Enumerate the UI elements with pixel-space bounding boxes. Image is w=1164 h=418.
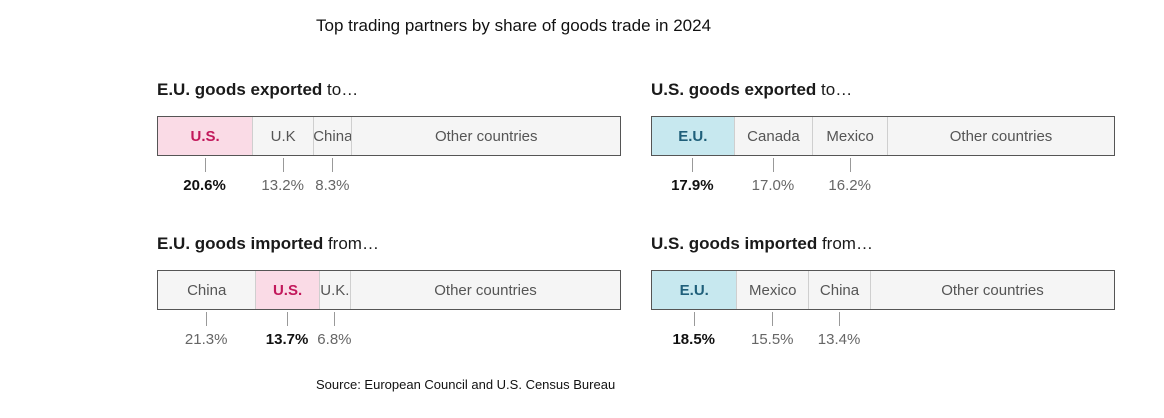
bar-segment: Other countries	[434, 127, 538, 145]
bar-segment: China	[809, 271, 871, 309]
source-note: Source: European Council and U.S. Census…	[316, 377, 616, 392]
bar-segment: China	[158, 271, 257, 309]
value-label: 15.5%	[750, 331, 794, 348]
value-tick	[204, 158, 206, 172]
panel-heading: U.S. goods imported from…	[651, 234, 873, 254]
value-tick	[839, 312, 841, 326]
value-label: 17.0%	[751, 177, 795, 194]
bar-segment: E.U.	[652, 117, 735, 155]
bar-segment: U.S.	[158, 117, 254, 155]
panel-heading-rest: to…	[816, 80, 853, 99]
panel-us-imports: U.S. goods imported from… E.U. Mexico Chin…	[651, 234, 1115, 354]
bar-segment: Other countries	[434, 281, 537, 299]
stacked-bar: E.U. Mexico China Other countries	[651, 270, 1115, 310]
panel-eu-exports: E.U. goods exported to… U.S. U.K China Othe…	[157, 80, 621, 200]
panel-heading-bold: E.U. goods exported	[157, 80, 323, 99]
panel-heading-rest: from…	[817, 234, 873, 253]
panel-heading-bold: U.S. goods imported	[651, 234, 818, 253]
value-label: 18.5%	[672, 331, 716, 348]
bar-segment: U.S.	[256, 271, 320, 309]
panel-heading-bold: U.S. goods exported	[651, 80, 817, 99]
bar-segment: E.U.	[652, 271, 738, 309]
value-tick	[334, 312, 336, 326]
bar-segment: U.K	[253, 117, 315, 155]
panel-heading: E.U. goods exported to…	[157, 80, 358, 100]
value-label: 13.2%	[261, 177, 304, 194]
value-tick	[693, 312, 695, 326]
bar-segment: China	[314, 117, 353, 155]
value-tick	[772, 158, 774, 172]
value-tick	[332, 158, 334, 172]
value-label: 16.2%	[828, 177, 871, 194]
panel-heading-rest: from…	[323, 234, 379, 253]
value-label: 17.9%	[671, 177, 714, 194]
value-label: 8.3%	[315, 177, 350, 194]
bar-segment: Mexico	[737, 271, 810, 309]
panel-heading-rest: to…	[322, 80, 359, 99]
value-label: 6.8%	[317, 331, 352, 348]
value-label: 21.3%	[184, 331, 228, 348]
value-tick	[692, 158, 694, 172]
value-tick	[287, 312, 289, 326]
stacked-bar: E.U. Canada Mexico Other countries	[651, 116, 1115, 156]
panel-us-exports: U.S. goods exported to… E.U. Canada Mexico…	[651, 80, 1115, 200]
panel-heading: U.S. goods exported to…	[651, 80, 852, 100]
stacked-bar: China U.S. U.K. Other countries	[157, 270, 621, 310]
panel-heading: E.U. goods imported from…	[157, 234, 379, 254]
panel-heading-bold: E.U. goods imported	[157, 234, 324, 253]
value-tick	[282, 158, 284, 172]
value-label: 13.4%	[817, 331, 861, 348]
bar-segment: Canada	[735, 117, 814, 155]
chart-title: Top trading partners by share of goods t…	[316, 16, 712, 35]
value-tick	[206, 312, 208, 326]
bar-segment: Other countries	[949, 127, 1053, 145]
panel-eu-imports: E.U. goods imported from… China U.S. U.K. O…	[157, 234, 621, 354]
stacked-bar: U.S. U.K China Other countries	[157, 116, 621, 156]
bar-segment: Mexico	[813, 117, 889, 155]
value-label: 13.7%	[265, 331, 309, 348]
value-label: 20.6%	[183, 177, 226, 194]
bar-segment: U.K.	[320, 271, 352, 309]
value-tick	[849, 158, 851, 172]
bar-segment: Other countries	[941, 281, 1044, 299]
value-tick	[772, 312, 774, 326]
